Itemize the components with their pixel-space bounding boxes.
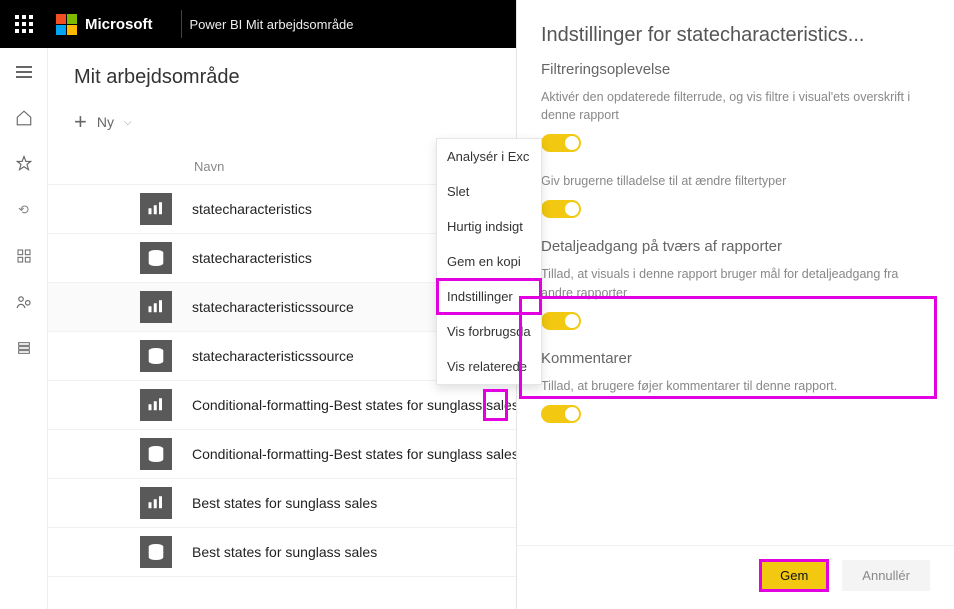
menu-item[interactable]: Slet bbox=[437, 174, 541, 209]
toggle-switch[interactable] bbox=[541, 200, 581, 218]
section-heading: Detaljeadgang på tværs af rapporter bbox=[541, 238, 926, 255]
dataset-tile-icon bbox=[140, 438, 172, 470]
new-label: Ny bbox=[97, 114, 114, 130]
save-button[interactable]: Gem bbox=[760, 560, 828, 591]
dataset-tile-icon bbox=[140, 536, 172, 568]
apps-icon[interactable] bbox=[12, 244, 36, 268]
section-description: Tillad, at visuals i denne rapport bruge… bbox=[541, 265, 926, 301]
report-tile-icon bbox=[140, 389, 172, 421]
favorites-icon[interactable] bbox=[12, 152, 36, 176]
settings-section: Filtreringsoplevelse Aktivér den opdatere… bbox=[541, 61, 926, 152]
home-icon[interactable] bbox=[12, 106, 36, 130]
settings-section: Kommentarer Tillad, at brugere føjer komm… bbox=[541, 350, 926, 423]
report-tile-icon bbox=[140, 291, 172, 323]
chevron-down-icon: ⌵ bbox=[124, 117, 132, 128]
microsoft-logo: Microsoft bbox=[56, 14, 153, 35]
menu-icon[interactable] bbox=[12, 60, 36, 84]
left-nav: ⟲ bbox=[0, 48, 48, 609]
panel-title: Indstillinger for statecharacteristics..… bbox=[541, 24, 926, 47]
settings-panel: Indstillinger for statecharacteristics..… bbox=[516, 0, 954, 609]
shared-icon[interactable] bbox=[12, 290, 36, 314]
section-description: Tillad, at brugere føjer kommentarer til… bbox=[541, 377, 926, 395]
cancel-button[interactable]: Annullér bbox=[842, 560, 930, 591]
settings-section: Detaljeadgang på tværs af rapporter Tilla… bbox=[541, 238, 926, 329]
app-launcher-icon[interactable] bbox=[8, 0, 40, 48]
toggle-switch[interactable] bbox=[541, 312, 581, 330]
section-heading: Kommentarer bbox=[541, 350, 926, 367]
section-description: Aktivér den opdaterede filterrude, og vi… bbox=[541, 88, 926, 124]
context-menu: Analysér i ExcSletHurtig indsigtGem en k… bbox=[436, 138, 542, 385]
menu-item[interactable]: Analysér i Exc bbox=[437, 139, 541, 174]
breadcrumb[interactable]: Power BI Mit arbejdsområde bbox=[190, 17, 354, 32]
divider bbox=[181, 10, 182, 38]
recent-icon[interactable]: ⟲ bbox=[12, 198, 36, 222]
plus-icon: + bbox=[74, 109, 87, 135]
menu-item[interactable]: Vis relaterede bbox=[437, 349, 541, 384]
workspaces-icon[interactable] bbox=[12, 336, 36, 360]
menu-item[interactable]: Gem en kopi bbox=[437, 244, 541, 279]
microsoft-text: Microsoft bbox=[85, 16, 153, 33]
section-heading: Filtreringsoplevelse bbox=[541, 61, 926, 78]
menu-item[interactable]: Indstillinger bbox=[437, 279, 541, 314]
toggle-switch[interactable] bbox=[541, 134, 581, 152]
dataset-tile-icon bbox=[140, 242, 172, 274]
menu-item[interactable]: Vis forbrugsda bbox=[437, 314, 541, 349]
section-description: Giv brugerne tilladelse til at ændre fil… bbox=[541, 172, 926, 190]
report-tile-icon bbox=[140, 193, 172, 225]
toggle-switch[interactable] bbox=[541, 405, 581, 423]
settings-section: Giv brugerne tilladelse til at ændre fil… bbox=[541, 172, 926, 218]
dataset-tile-icon bbox=[140, 340, 172, 372]
menu-item[interactable]: Hurtig indsigt bbox=[437, 209, 541, 244]
report-tile-icon bbox=[140, 487, 172, 519]
